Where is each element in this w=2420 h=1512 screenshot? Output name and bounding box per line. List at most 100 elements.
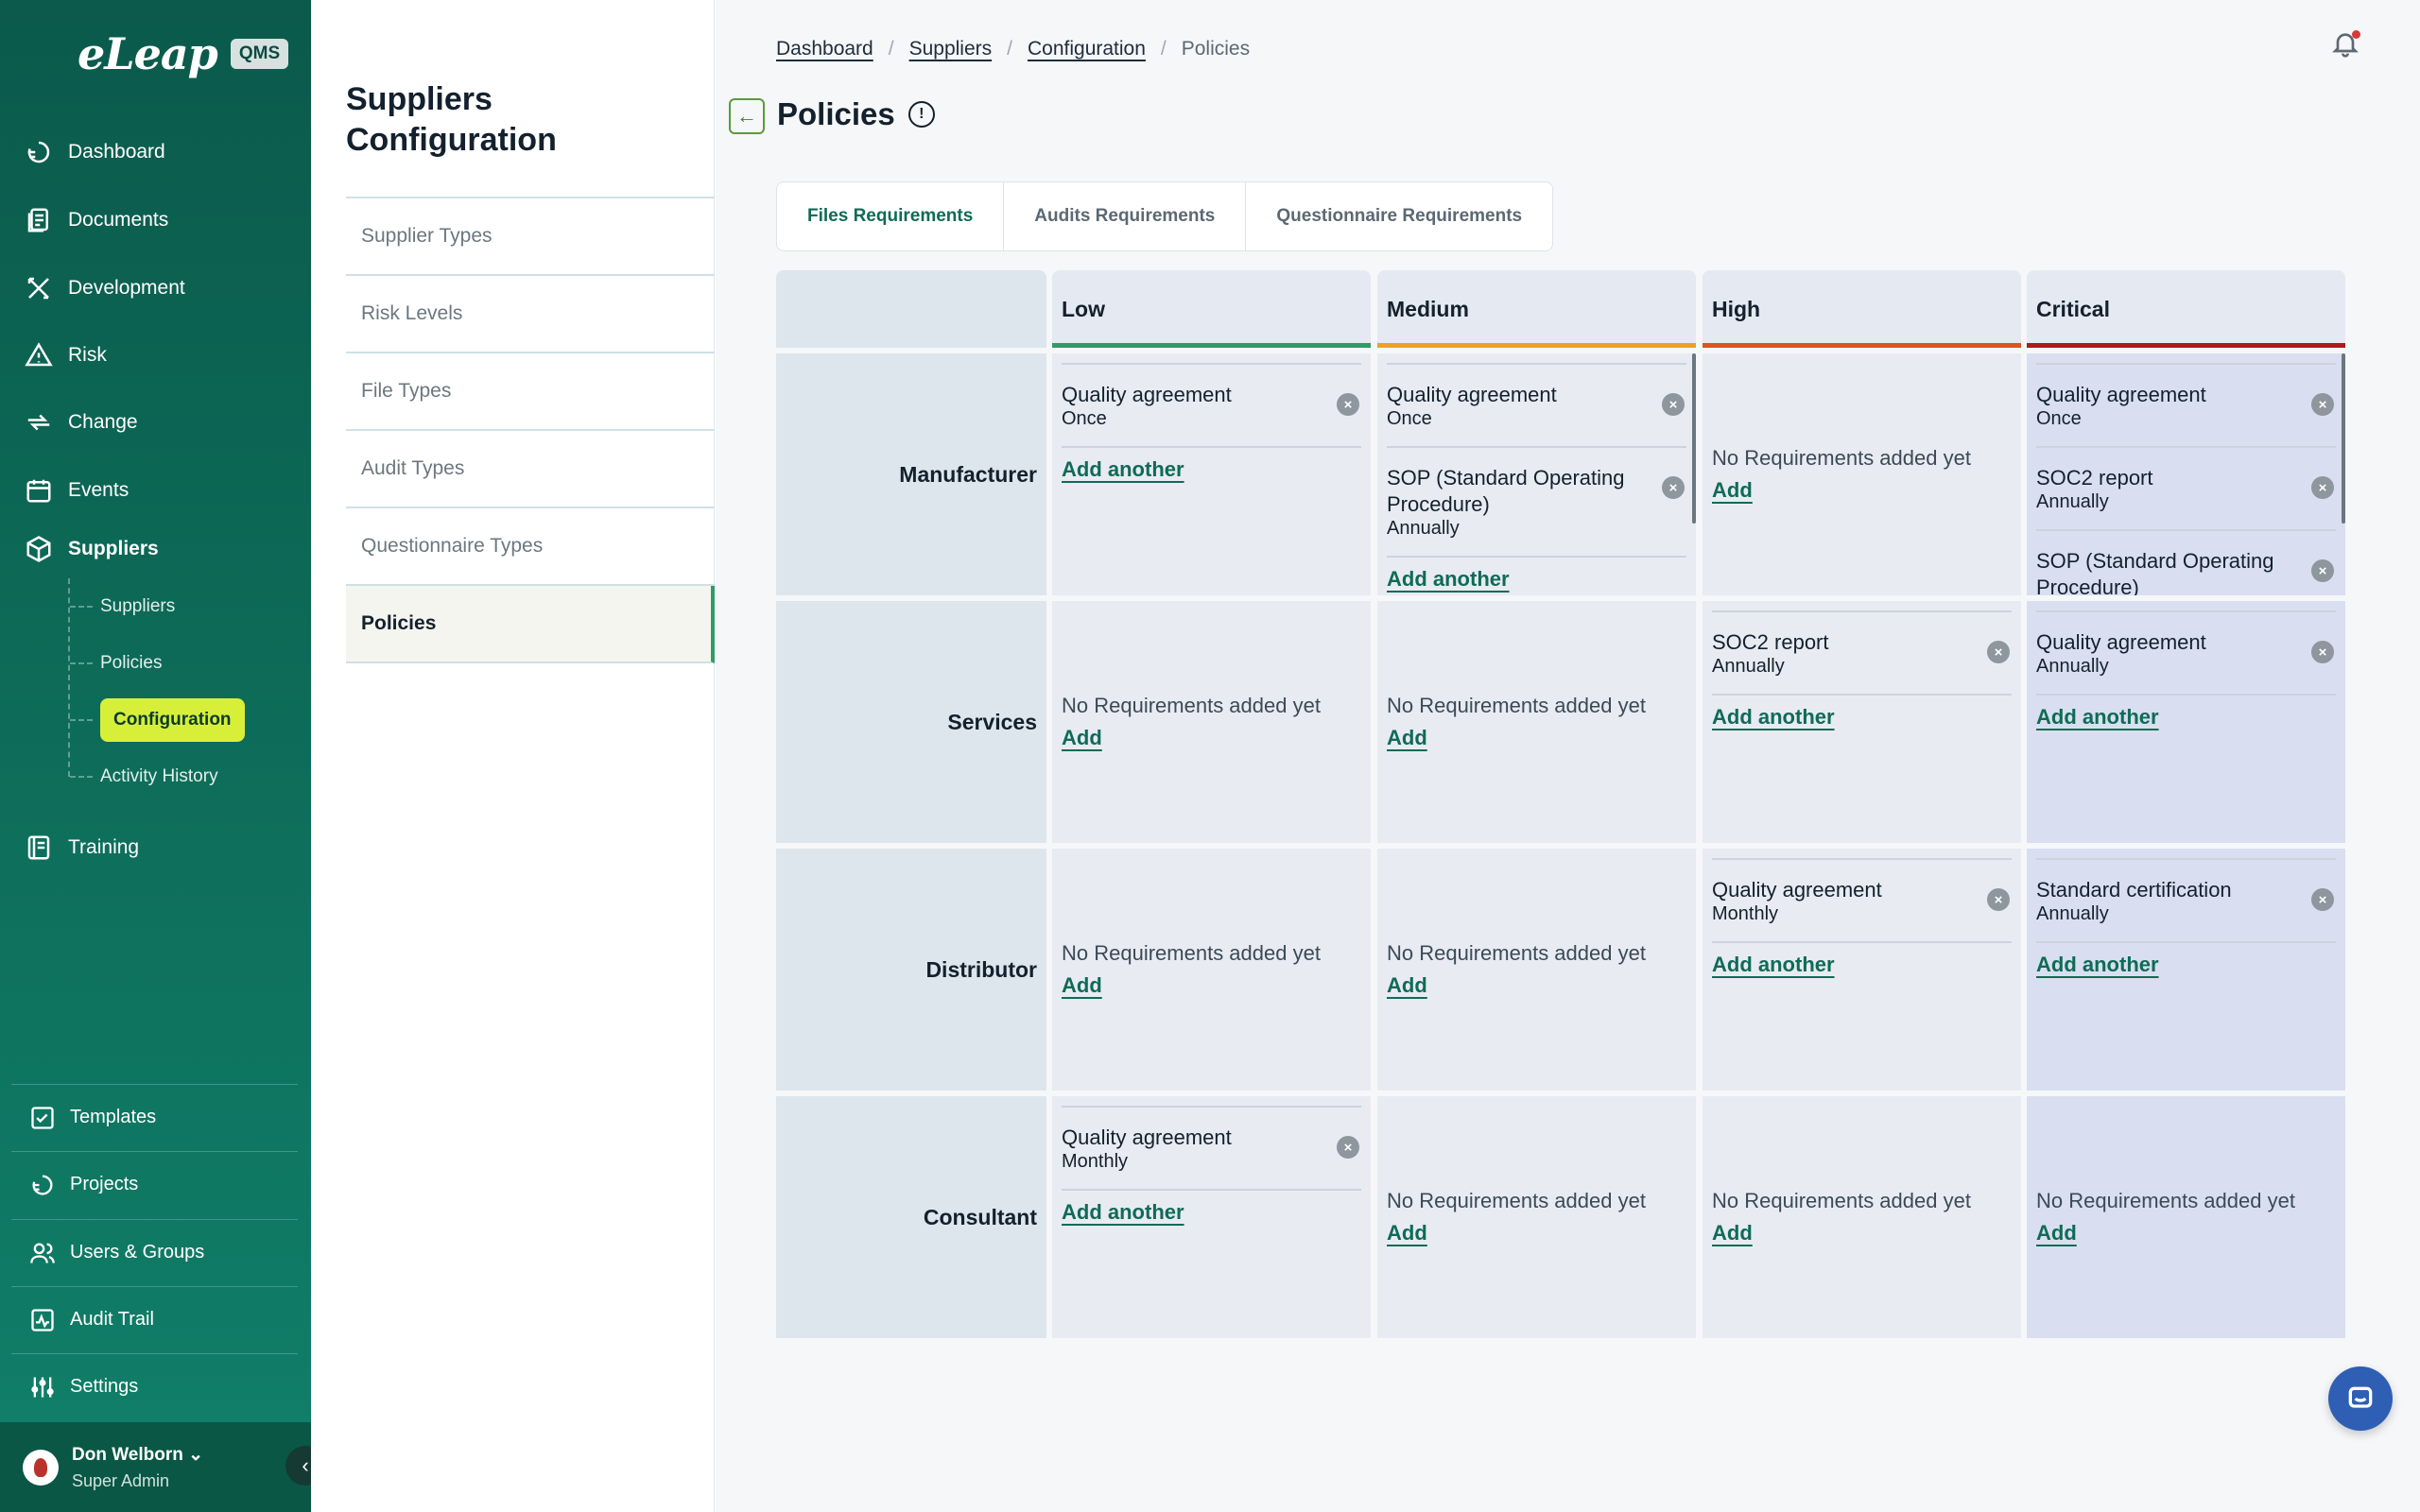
column-header-medium: Medium [1377,270,1696,348]
requirements-list: Quality agreement Annually × Add another [2036,610,2336,730]
nav-dashboard-label: Dashboard [68,141,165,163]
requirements-list: Quality agreement Monthly × Add another [1062,1106,1361,1225]
nav-audit-trail[interactable]: Audit Trail [11,1286,298,1352]
cell-consultant-high: No Requirements added yet Add [1703,1096,2021,1338]
remove-requirement-icon[interactable]: × [2311,641,2334,663]
cell-distributor-low: No Requirements added yet Add [1052,849,1371,1091]
breadcrumb-separator: / [888,38,894,60]
risk-level-bar [1052,343,1371,348]
column-header-high: High [1703,270,2021,348]
add-another-link[interactable]: Add another [1387,567,1510,591]
cell-services-high: SOC2 report Annually × Add another [1703,601,2021,843]
add-another-link[interactable]: Add another [1712,953,1835,976]
empty-requirements-text: No Requirements added yet [1387,941,1646,965]
user-name: Don Welborn [72,1444,183,1465]
nav-users-groups[interactable]: Users & Groups [11,1219,298,1285]
remove-requirement-icon[interactable]: × [1337,1136,1359,1159]
info-icon[interactable]: ! [908,101,935,128]
remove-requirement-icon[interactable]: × [1662,476,1685,499]
add-requirement-link[interactable]: Add [1387,726,1427,749]
nav-documents-label: Documents [68,209,169,231]
column-header-label: Medium [1387,296,1469,321]
remove-requirement-icon[interactable]: × [2311,476,2334,499]
user-menu[interactable]: Don Welborn ⌄ Super Admin [0,1422,311,1512]
requirement-name: SOC2 report [2036,466,2153,490]
add-another-link[interactable]: Add another [1062,1200,1184,1224]
subnav-configuration[interactable]: Configuration [70,698,245,742]
add-requirement-link[interactable]: Add [1712,1221,1753,1245]
tab-files-requirements[interactable]: Files Requirements [777,182,1005,250]
config-item-risk-levels[interactable]: Risk Levels [346,276,715,353]
requirement-item: Quality agreement Annually × [2036,610,2336,696]
nav-development[interactable]: Development [23,265,185,312]
requirement-item: Quality agreement Once × [1387,363,1686,448]
requirement-frequency: Annually [2036,903,2109,924]
nav-change[interactable]: Change [23,399,138,446]
nav-events-label: Events [68,479,130,501]
cell-consultant-low: Quality agreement Monthly × Add another [1052,1096,1371,1338]
add-requirement-link[interactable]: Add [1062,973,1102,997]
config-item-audit-types[interactable]: Audit Types [346,431,715,508]
nav-risk[interactable]: Risk [23,332,107,379]
requirement-name: SOC2 report [1712,630,1829,654]
dashboard-icon [23,136,55,168]
remove-requirement-icon[interactable]: × [2311,393,2334,416]
requirement-name: Quality agreement [1062,1125,1232,1149]
breadcrumb-dashboard[interactable]: Dashboard [776,38,873,60]
empty-requirements: No Requirements added yet Add [1387,941,1646,998]
cell-services-critical: Quality agreement Annually × Add another [2027,601,2345,843]
remove-requirement-icon[interactable]: × [1987,641,2010,663]
logo[interactable]: eLeap QMS [78,28,289,79]
config-item-policies[interactable]: Policies [346,586,715,663]
config-item-file-types[interactable]: File Types [346,353,715,431]
remove-requirement-icon[interactable]: × [2311,888,2334,911]
add-requirement-link[interactable]: Add [1387,1221,1427,1245]
nav-documents[interactable]: Documents [23,197,168,244]
nav-training[interactable]: Training [23,824,139,871]
notifications-button[interactable] [2330,28,2364,62]
config-item-questionnaire-types[interactable]: Questionnaire Types [346,508,715,586]
requirements-list: Quality agreement Monthly × Add another [1712,858,2012,977]
requirement-item: Quality agreement Once × [1062,363,1361,448]
add-requirement-link[interactable]: Add [1062,726,1102,749]
empty-requirements-text: No Requirements added yet [1062,941,1321,965]
nav-dashboard[interactable]: Dashboard [23,129,165,176]
remove-requirement-icon[interactable]: × [1662,393,1685,416]
cell-scrollbar[interactable] [2342,353,2345,524]
breadcrumb-suppliers[interactable]: Suppliers [908,38,993,60]
add-another-link[interactable]: Add another [1712,705,1835,729]
add-requirement-link[interactable]: Add [1387,973,1427,997]
add-another-link[interactable]: Add another [1062,457,1184,481]
requirement-name: Quality agreement [2036,630,2206,654]
add-another-link[interactable]: Add another [2036,705,2159,729]
nav-suppliers[interactable]: Suppliers [23,525,159,573]
add-requirement-link[interactable]: Add [1712,478,1753,502]
avatar-figure [34,1457,47,1477]
subnav-suppliers[interactable]: Suppliers [70,588,175,626]
add-another-link[interactable]: Add another [2036,953,2159,976]
cell-services-medium: No Requirements added yet Add [1377,601,1696,843]
nav-templates[interactable]: Templates [11,1084,298,1150]
tree-connector [70,719,93,721]
tab-questionnaire-requirements[interactable]: Questionnaire Requirements [1276,206,1523,226]
chat-button[interactable] [2328,1366,2393,1431]
add-requirement-link[interactable]: Add [2036,1221,2077,1245]
nav-projects[interactable]: Projects [11,1151,298,1217]
remove-requirement-icon[interactable]: × [1337,393,1359,416]
empty-requirements-text: No Requirements added yet [1387,1189,1646,1212]
nav-settings[interactable]: Settings [11,1353,298,1419]
empty-requirements-text: No Requirements added yet [2036,1189,2295,1212]
config-item-supplier-types[interactable]: Supplier Types [346,198,715,276]
cell-manufacturer-medium: Quality agreement Once × SOP (Standard Oper… [1377,353,1696,595]
subnav-activity-history[interactable]: Activity History [70,758,218,796]
requirements-tabs: Files Requirements Audits Requirements Q… [776,181,1554,251]
nav-events[interactable]: Events [23,467,129,514]
breadcrumb-configuration[interactable]: Configuration [1027,38,1146,60]
cell-scrollbar[interactable] [1692,353,1696,524]
remove-requirement-icon[interactable]: × [1987,888,2010,911]
subnav-suppliers-label: Suppliers [100,596,176,616]
remove-requirement-icon[interactable]: × [2311,559,2334,582]
back-button[interactable]: ← [729,98,765,134]
subnav-policies[interactable]: Policies [70,644,162,682]
tab-audits-requirements[interactable]: Audits Requirements [1004,182,1247,250]
